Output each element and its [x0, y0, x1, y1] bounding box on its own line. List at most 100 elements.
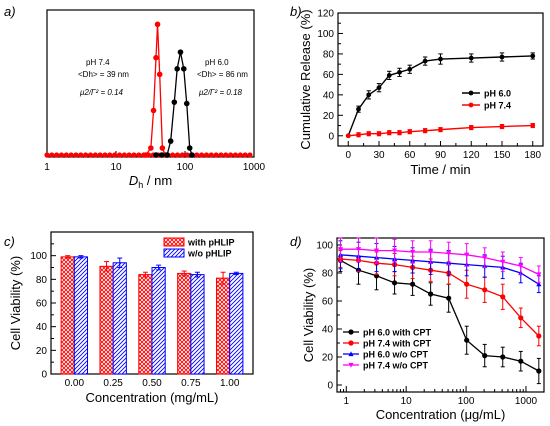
- baseline-point: [218, 152, 224, 158]
- baseline-point: [223, 152, 229, 158]
- y-axis-title: Cell Viability (%): [301, 268, 316, 362]
- baseline-point: [232, 152, 239, 158]
- panel-a: a) 1 10 100 1000 Dh / nm pH 7.4 <Dh> = 39 nm μ2/…: [4, 4, 266, 190]
- x-tick-label: 30: [373, 150, 385, 161]
- data-point: [409, 249, 416, 255]
- baseline-point: [107, 152, 113, 158]
- x-tick-label: 60: [404, 150, 416, 161]
- legend-label: pH 7.4 with CPT: [363, 339, 432, 349]
- baseline-point: [131, 152, 137, 158]
- baseline-point: [112, 152, 118, 158]
- data-point: [438, 127, 443, 133]
- baseline-point: [49, 152, 55, 158]
- baseline-point: [203, 152, 210, 158]
- data-point: [468, 125, 474, 130]
- data-point: [366, 131, 372, 137]
- x-tick-label: 100: [177, 162, 194, 173]
- x-tick-label: 0.00: [65, 378, 85, 389]
- baseline-point: [242, 152, 248, 158]
- series-line: [340, 259, 540, 372]
- plot-frame: [46, 9, 255, 158]
- x-tick-label: 1: [343, 396, 349, 407]
- data-point: [345, 133, 351, 139]
- y-tick-label: 20: [36, 346, 48, 357]
- data-point: [499, 54, 505, 60]
- series-line: [340, 248, 540, 275]
- x-tick-label: 10: [401, 396, 413, 407]
- baseline-point: [184, 152, 190, 158]
- data-point: [518, 358, 524, 364]
- baseline-point: [58, 152, 65, 158]
- data-point: [348, 362, 354, 368]
- x-tick-label: 180: [524, 150, 541, 161]
- panel-label: c): [4, 234, 15, 249]
- legend-swatch: [163, 237, 185, 247]
- data-point: [376, 131, 382, 137]
- data-point: [158, 152, 165, 158]
- data-point: [180, 66, 187, 72]
- panel-label: d): [290, 234, 302, 249]
- series-line: [340, 258, 540, 337]
- data-point: [536, 281, 542, 287]
- baseline-point: [237, 152, 243, 158]
- data-point: [438, 56, 443, 62]
- data-point: [386, 130, 392, 136]
- data-point: [164, 152, 170, 158]
- data-point: [464, 281, 470, 287]
- data-point: [518, 263, 524, 269]
- legend-swatch: [163, 248, 185, 258]
- y-tick-label: 60: [36, 299, 48, 310]
- data-point: [366, 92, 372, 98]
- y-tick-label: 100: [317, 29, 334, 40]
- data-point: [189, 152, 195, 158]
- panel-c: c) 0 20 40 60 80 100 0.00 0.25 0.50 0.75 1.00Concen…: [4, 231, 254, 405]
- bar: [138, 274, 153, 375]
- data-point: [148, 145, 154, 151]
- bar: [190, 274, 205, 375]
- data-point: [159, 145, 166, 151]
- data-point: [422, 58, 428, 64]
- y-tick-label: 40: [36, 322, 48, 333]
- data-point: [397, 130, 402, 136]
- baseline-point: [194, 152, 200, 158]
- data-point: [391, 280, 398, 286]
- baseline-point: [136, 152, 142, 158]
- data-point: [386, 73, 392, 78]
- legend-label: pH 6.0: [484, 89, 511, 99]
- legend-label: pH 6.0 w/o CPT: [363, 350, 429, 360]
- bar: [99, 265, 114, 375]
- annotation-pdi: μ2/Γ² = 0.14: [79, 88, 124, 97]
- data-point: [348, 351, 354, 357]
- data-point: [407, 129, 413, 135]
- baseline-point: [92, 152, 98, 158]
- bar: [112, 262, 127, 375]
- baseline-point: [87, 152, 94, 158]
- data-point: [464, 337, 470, 343]
- annotation-dh: <Dh> = 39 nm: [78, 70, 129, 79]
- x-tick-label: 1: [44, 162, 50, 173]
- bar: [60, 256, 75, 375]
- data-point: [156, 71, 163, 78]
- x-axis-title: Concentration (mg/mL): [86, 390, 219, 405]
- legend-label: pH 7.4: [484, 101, 511, 111]
- data-point: [356, 132, 361, 138]
- data-point: [530, 53, 536, 59]
- baseline-point: [170, 152, 176, 158]
- baseline-point: [247, 152, 253, 158]
- data-point: [376, 85, 382, 91]
- data-point: [153, 54, 159, 61]
- x-tick-label: 1.00: [220, 378, 240, 389]
- y-tick-label: 0: [41, 370, 47, 381]
- x-axis-title: Concentration (μg/mL): [376, 407, 506, 422]
- data-point: [409, 281, 416, 287]
- data-point: [174, 66, 180, 72]
- y-tick-label: 40: [323, 90, 335, 101]
- data-point: [355, 247, 362, 252]
- x-tick-label: 0: [345, 150, 351, 161]
- data-point: [397, 69, 402, 75]
- y-tick-label: 20: [322, 353, 334, 364]
- data-point: [536, 368, 542, 374]
- bar: [73, 256, 89, 375]
